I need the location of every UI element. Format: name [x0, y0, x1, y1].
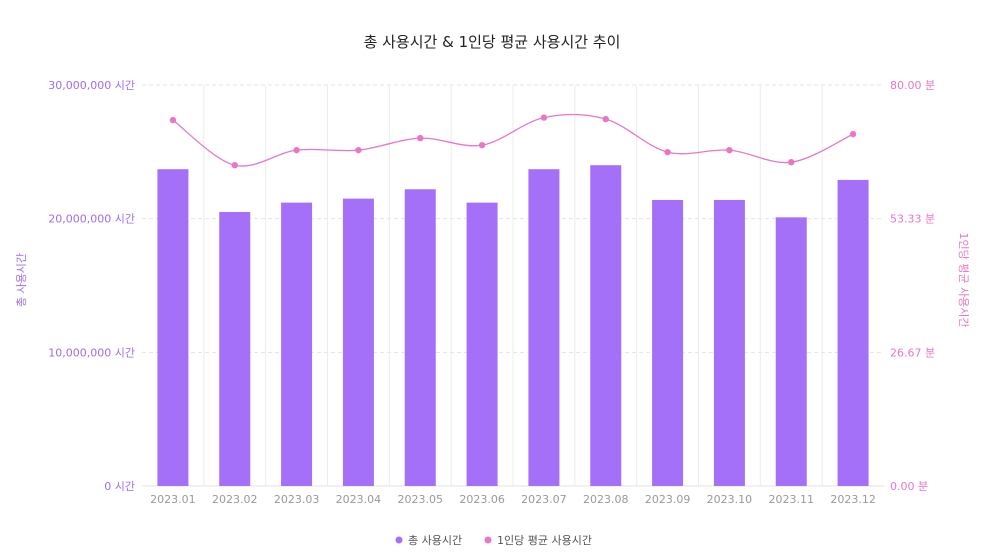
line-point-2023.03: [293, 146, 300, 154]
line-point-2023.04: [355, 146, 362, 154]
bar-2023.04: [342, 198, 374, 486]
right-axis-ticks: 0.00 분 26.67 분 53.33 분 80.00 분: [890, 79, 935, 493]
line-point-2023.10: [726, 146, 733, 154]
bar-2023.02: [219, 211, 251, 486]
left-axis-ticks: 0 시간 10,000,000 시간 20,000,000 시간 30,000,000…: [48, 79, 135, 493]
bar-2023.10: [713, 199, 745, 486]
bar-2023.03: [281, 202, 313, 487]
x-tick-label: 2023.08: [583, 493, 629, 506]
bar-series: [157, 165, 869, 487]
right-tick-label: 80.00 분: [890, 79, 935, 92]
line-point-2023.08: [602, 115, 609, 123]
x-tick-label: 2023.05: [398, 493, 444, 506]
x-tick-label: 2023.04: [336, 493, 382, 506]
line-point-2023.02: [231, 162, 238, 169]
x-tick-label: 2023.09: [645, 493, 691, 506]
left-tick-label: 10,000,000 시간: [48, 346, 135, 359]
left-axis-label: 총 사용시간: [15, 253, 28, 307]
right-tick-label: 0.00 분: [890, 480, 928, 493]
bar-2023.05: [404, 189, 436, 486]
line-point-2023.11: [788, 158, 795, 166]
x-tick-label: 2023.02: [212, 493, 258, 506]
bar-2023.06: [466, 202, 498, 487]
left-tick-label: 30,000,000 시간: [48, 79, 135, 92]
line-point-2023.06: [478, 141, 486, 149]
bar-2023.09: [652, 199, 684, 486]
grid-lines: [142, 84, 884, 487]
x-tick-label: 2023.06: [459, 493, 505, 506]
legend-item-bar[interactable]: 총 사용시간: [395, 534, 463, 547]
x-axis-ticks: 2023.01 2023.02 2023.03 2023.04 2023.05 2023.…: [150, 493, 876, 506]
left-tick-label: 0 시간: [104, 480, 135, 493]
legend-label-line: 1인당 평균 사용시간: [497, 534, 592, 547]
left-tick-label: 20,000,000 시간: [48, 213, 135, 226]
line-point-2023.12: [849, 130, 857, 138]
legend-label-bar: 총 사용시간: [408, 534, 462, 547]
bar-2023.08: [590, 165, 622, 486]
bar-2023.11: [775, 217, 807, 486]
legend-item-line[interactable]: 1인당 평균 사용시간: [484, 534, 592, 547]
x-tick-label: 2023.01: [150, 493, 196, 506]
line-path: [172, 113, 854, 167]
legend-marker-line: [484, 536, 492, 544]
x-tick-label: 2023.10: [707, 493, 753, 506]
chart-title: 총 사용시간 & 1인당 평균 사용시간 추이: [364, 33, 621, 51]
legend-marker-bar: [395, 536, 403, 544]
bar-2023.07: [528, 169, 560, 486]
line-point-2023.09: [664, 148, 671, 156]
right-tick-label: 53.33 분: [890, 213, 935, 226]
line-series: [169, 113, 857, 169]
legend: 총 사용시간 1인당 평균 사용시간: [395, 534, 592, 547]
line-point-2023.01: [169, 116, 177, 124]
right-axis-label: 1인당 평균 사용시간: [957, 233, 970, 328]
line-point-2023.05: [417, 134, 424, 142]
x-tick-label: 2023.03: [274, 493, 320, 506]
bar-2023.01: [157, 169, 189, 486]
x-tick-label: 2023.11: [769, 493, 815, 506]
line-point-2023.07: [540, 114, 548, 121]
x-tick-label: 2023.07: [521, 493, 567, 506]
x-tick-label: 2023.12: [830, 493, 876, 506]
bar-2023.12: [837, 179, 869, 487]
right-tick-label: 26.67 분: [890, 346, 935, 359]
